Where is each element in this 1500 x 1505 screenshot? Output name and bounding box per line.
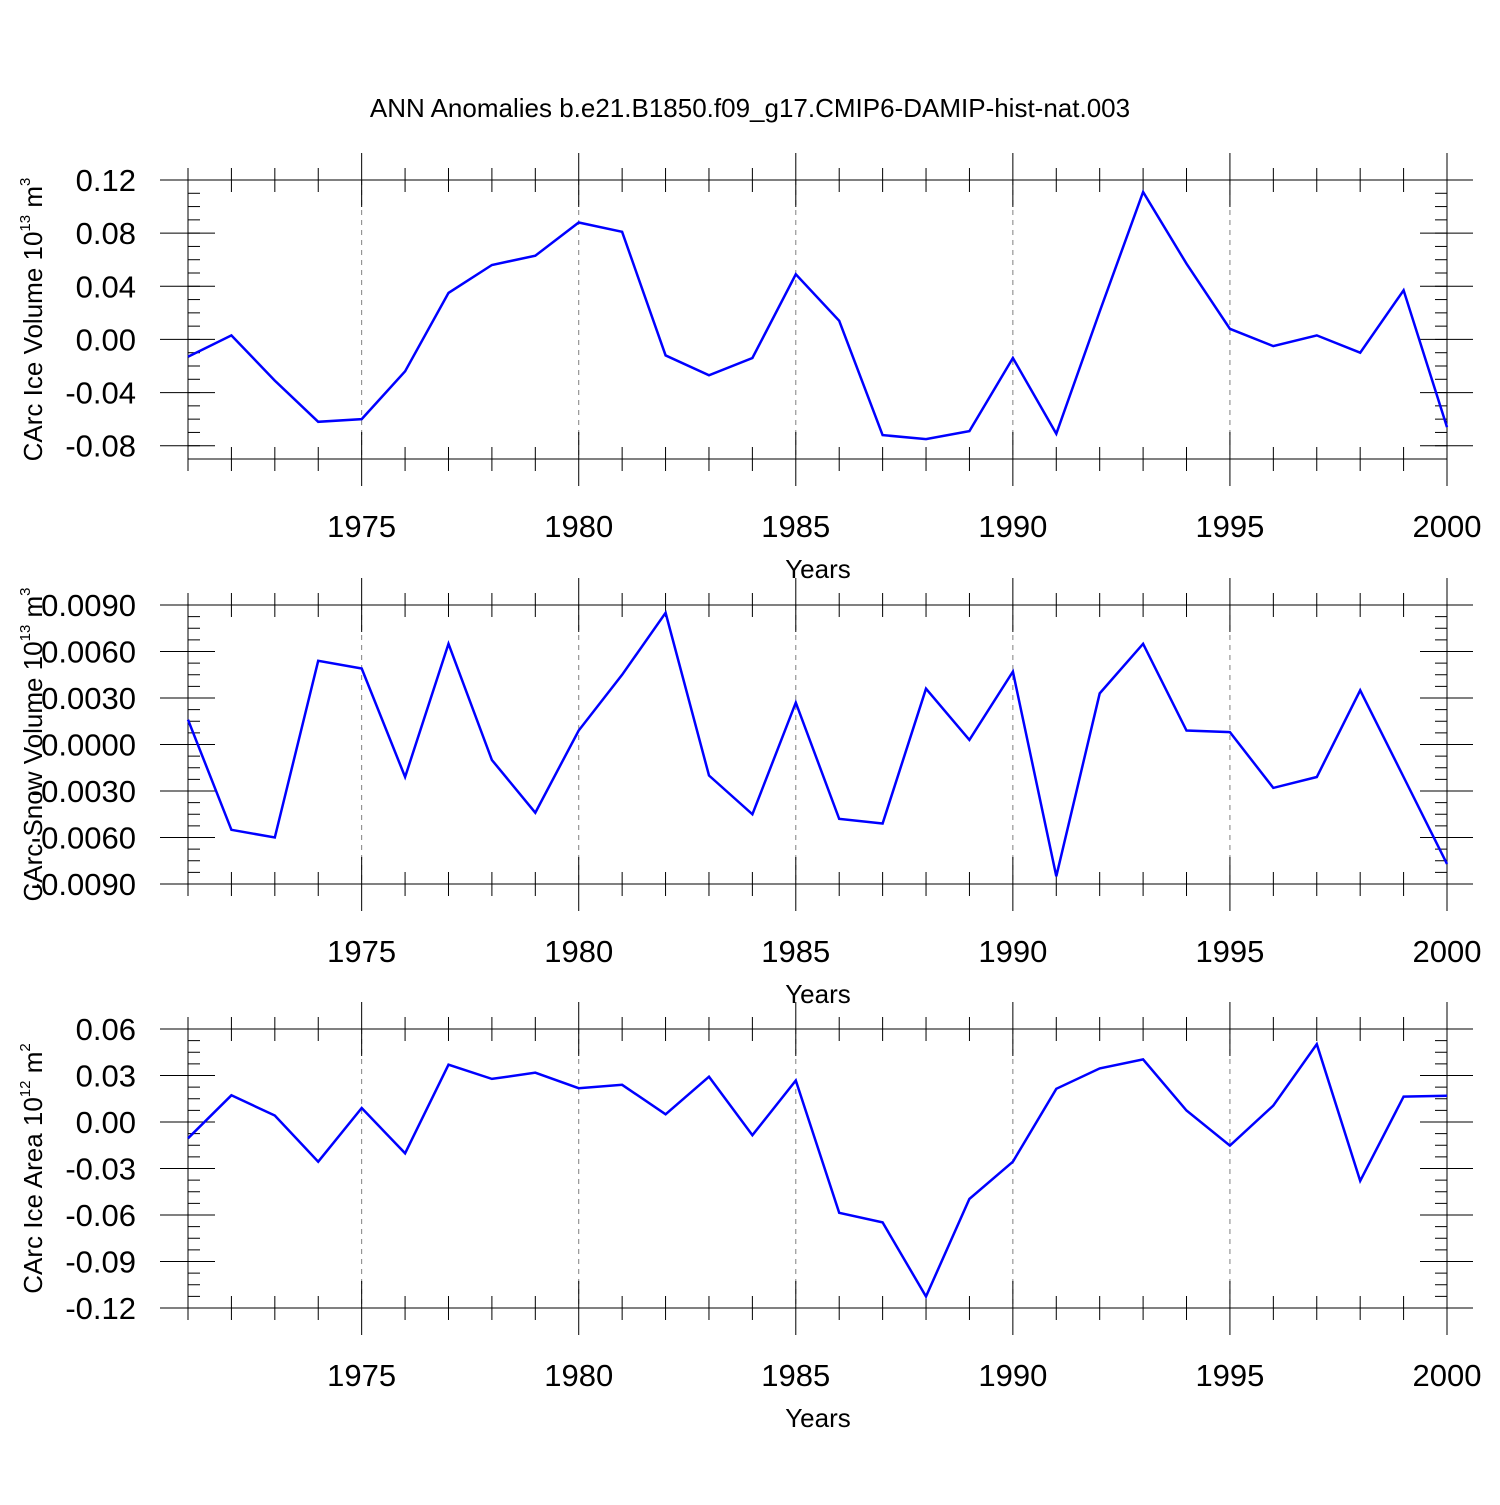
y-tick-label: 0.03 (76, 1059, 136, 1094)
x-tick-label: 1980 (544, 934, 613, 969)
y-tick-label: -0.0060 (31, 821, 136, 856)
x-tick-label: 2000 (1413, 509, 1482, 544)
y-axis-label: CArc Snow Volume 1013 m3 (17, 587, 48, 901)
x-tick-label: 1990 (978, 1358, 1047, 1393)
x-tick-label: 1990 (978, 934, 1047, 969)
x-tick-label: 1985 (761, 1358, 830, 1393)
x-tick-label: 1980 (544, 509, 613, 544)
panel-3: 0.06 0.03 0.00 -0.03 -0.06 -0.09 -0.12 1975 1980… (17, 1002, 1481, 1433)
y-tick-label: 0.00 (76, 322, 136, 357)
y-tick-label: -0.03 (65, 1152, 136, 1187)
y-tick-label: -0.08 (65, 429, 136, 464)
y-tick-label: 0.0000 (41, 728, 136, 763)
series-line (186, 609, 1449, 877)
x-tick-label: 1975 (327, 934, 396, 969)
y-tick-label: 0.0030 (41, 681, 136, 716)
x-axis-label: Years (785, 979, 851, 1009)
x-tick-label: 1995 (1195, 509, 1264, 544)
x-tick-label: 1995 (1195, 934, 1264, 969)
panel-2: 0.0090 0.0060 0.0030 0.0000 -0.0030 -0.0060 -0… (17, 578, 1481, 1009)
y-tick-label: 0.04 (76, 269, 136, 304)
x-tick-label: 1985 (761, 934, 830, 969)
y-tick-label: -0.04 (65, 376, 136, 411)
x-tick-label: 1975 (327, 1358, 396, 1393)
y-tick-label: -0.06 (65, 1198, 136, 1233)
x-tick-label: 2000 (1413, 1358, 1482, 1393)
x-tick-label: 1975 (327, 509, 396, 544)
y-tick-label: 0.06 (76, 1012, 136, 1047)
y-axis-label: CArc Ice Volume 1013 m3 (17, 178, 48, 462)
x-tick-label: 1995 (1195, 1358, 1264, 1393)
y-tick-label: -0.0090 (31, 867, 136, 902)
x-axis-label: Years (785, 1403, 851, 1433)
y-tick-label: 0.0090 (41, 588, 136, 623)
series-line (187, 1041, 1448, 1300)
y-tick-label: -0.0030 (31, 774, 136, 809)
y-axis-label: CArc Ice Area 1012 m2 (17, 1043, 48, 1293)
x-axis-label: Years (785, 554, 851, 584)
panel-1: 0.12 0.08 0.04 0.00 -0.04 -0.08 1975 1980 1985 19… (17, 153, 1481, 584)
y-tick-label: 0.08 (76, 216, 136, 251)
x-tick-label: 2000 (1413, 934, 1482, 969)
series-line (187, 189, 1449, 441)
y-tick-label: -0.12 (65, 1291, 136, 1326)
figure-title: ANN Anomalies b.e21.B1850.f09_g17.CMIP6-… (370, 93, 1130, 123)
x-tick-label: 1980 (544, 1358, 613, 1393)
y-tick-label: 0.00 (76, 1105, 136, 1140)
x-tick-label: 1990 (978, 509, 1047, 544)
y-tick-label: 0.12 (76, 163, 136, 198)
y-tick-label: -0.09 (65, 1245, 136, 1280)
x-tick-label: 1985 (761, 509, 830, 544)
y-tick-label: 0.0060 (41, 635, 136, 670)
